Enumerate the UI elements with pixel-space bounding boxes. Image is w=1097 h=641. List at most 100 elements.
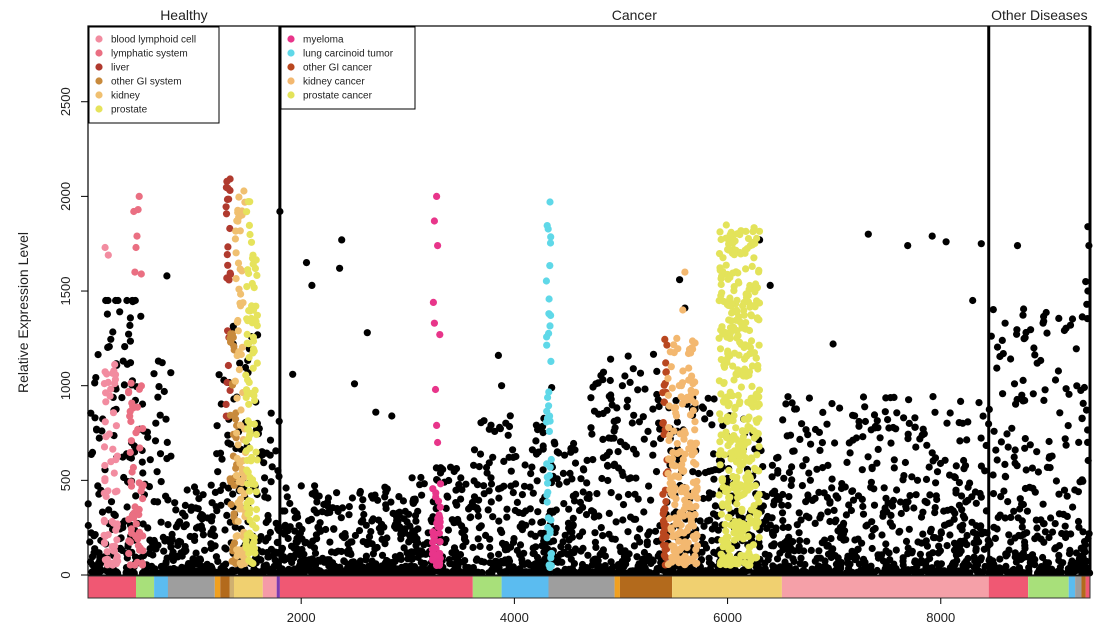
background-point (369, 550, 377, 558)
prostate-cancer-point (755, 299, 764, 307)
background-point (793, 521, 801, 529)
prostate-point (249, 333, 257, 341)
tissue-bar-segment (1028, 576, 1069, 598)
background-point (518, 559, 526, 567)
background-point (261, 487, 269, 495)
background-point (487, 552, 495, 560)
background-point (411, 511, 420, 520)
liver-point (225, 195, 233, 203)
prostate-point (250, 420, 258, 428)
background-point (1069, 503, 1077, 511)
background-point (993, 343, 1002, 351)
background-point (826, 517, 834, 526)
background-point (327, 548, 336, 556)
background-point (846, 449, 854, 457)
kidney-point (236, 459, 244, 467)
background-point (1061, 435, 1069, 443)
prostate-cancer-point (755, 400, 763, 408)
prostate-cancer-point (752, 466, 760, 474)
background-point (710, 395, 718, 403)
background-point (504, 560, 512, 568)
background-point (378, 551, 387, 559)
background-point (266, 451, 274, 459)
background-point (1025, 564, 1033, 572)
kidney-point (237, 495, 245, 503)
background-outlier-point (338, 236, 346, 244)
background-point (181, 512, 189, 520)
legend-entry-label: lung carcinoid tumor (303, 49, 394, 60)
background-point (813, 465, 821, 473)
blood-lymphoid-cell-point (101, 418, 109, 426)
prostate-point (243, 500, 251, 508)
background-point (893, 486, 901, 494)
y-tick-label: 2000 (58, 182, 73, 211)
prostate-cancer-point (745, 561, 753, 569)
other-gi-system-point (226, 475, 234, 483)
background-point (482, 531, 490, 540)
background-point (527, 470, 535, 478)
background-point (199, 511, 207, 520)
background-point (519, 509, 527, 517)
kidney-cancer-point (680, 396, 688, 404)
prostate-point (252, 430, 260, 439)
background-point (818, 539, 826, 547)
background-point (272, 519, 280, 527)
background-point (1003, 430, 1011, 438)
background-point (606, 376, 614, 385)
blood-lymphoid-cell-point (111, 360, 119, 369)
other-gi-cancer-point (660, 551, 668, 559)
background-point (218, 455, 226, 463)
background-point (469, 543, 477, 552)
prostate-cancer-point (724, 349, 732, 357)
background-point (480, 482, 488, 490)
background-point (931, 508, 939, 517)
prostate-cancer-point (739, 372, 748, 380)
background-point (286, 523, 294, 531)
prostate-point (245, 425, 253, 434)
background-point (1033, 448, 1041, 456)
background-point (356, 489, 364, 497)
background-point (223, 511, 231, 519)
background-point (539, 429, 547, 437)
background-point (1072, 549, 1080, 557)
background-point (500, 457, 508, 465)
background-point (512, 452, 520, 461)
background-point (1028, 464, 1036, 472)
background-point (474, 512, 482, 520)
background-point (486, 543, 494, 552)
background-point (461, 533, 469, 541)
background-point (699, 494, 707, 503)
background-point (626, 378, 634, 386)
background-point (882, 540, 890, 548)
lung-carcinoid-tumor-point (545, 388, 553, 396)
background-point (174, 520, 182, 528)
background-point (487, 421, 495, 429)
background-point (595, 568, 603, 576)
background-point (412, 517, 420, 525)
background-point (588, 430, 596, 438)
prostate-cancer-point (727, 449, 735, 457)
background-point (1016, 495, 1024, 503)
other-gi-system-point (227, 330, 235, 338)
background-point (764, 512, 772, 521)
kidney-cancer-point (664, 374, 672, 382)
background-point (150, 370, 158, 378)
background-point (518, 568, 526, 576)
legend-swatch (95, 63, 103, 71)
kidney-cancer-point (688, 337, 697, 345)
background-point (1072, 345, 1080, 353)
background-point (689, 567, 697, 575)
kidney-point (231, 377, 239, 385)
background-point (801, 560, 809, 569)
other-gi-system-point (232, 409, 240, 417)
background-point (534, 508, 542, 516)
blood-lymphoid-cell-point (101, 243, 109, 252)
background-point (561, 531, 569, 539)
kidney-cancer-point (673, 334, 681, 342)
background-point (653, 390, 661, 399)
background-point (311, 549, 320, 557)
background-point (634, 386, 642, 394)
background-point (120, 473, 128, 482)
kidney-cancer-point (680, 467, 688, 475)
lymphatic-system-point (132, 520, 140, 528)
